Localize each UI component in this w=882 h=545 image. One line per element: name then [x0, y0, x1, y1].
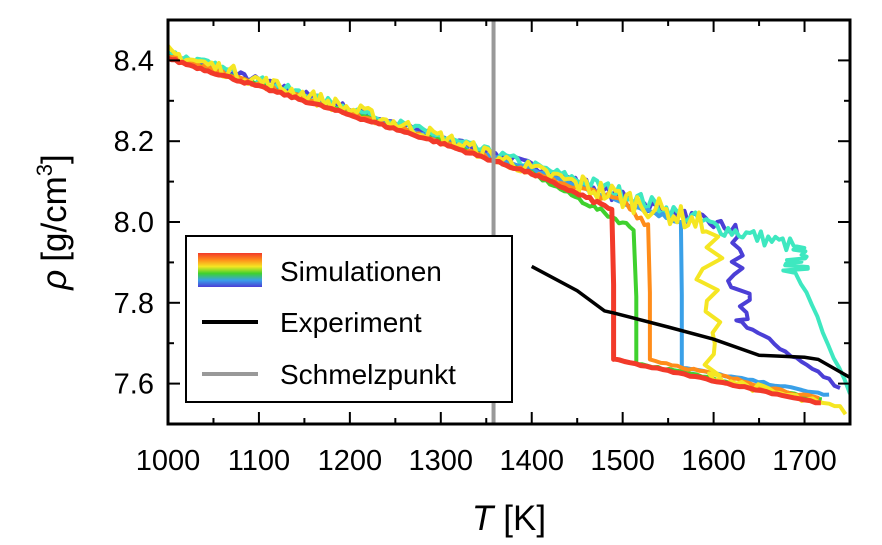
x-tick-label: 1600 — [681, 445, 746, 477]
y-tick-label: 7.6 — [114, 369, 154, 401]
legend-label-experiment: Experiment — [280, 307, 422, 338]
y-axis-title: ρ [g/cm3] — [32, 154, 74, 291]
x-axis-symbol: T — [472, 499, 496, 538]
series-layer — [168, 20, 850, 424]
x-axis-unit: [K] — [503, 499, 546, 538]
y-tick-label: 7.8 — [114, 288, 154, 320]
y-tick-label: 8.2 — [114, 126, 154, 158]
y-axis-symbol: ρ — [35, 270, 74, 291]
legend-label-melting-point: Schmelzpunkt — [280, 359, 456, 390]
legend-swatch-simulations — [198, 253, 262, 287]
y-tick-label: 8.0 — [114, 207, 154, 239]
x-tick-label: 1300 — [409, 445, 474, 477]
x-axis-title: T [K] — [472, 499, 546, 538]
y-axis-unit: [g/cm — [35, 176, 74, 262]
y-axis-unit-close: ] — [35, 154, 74, 164]
x-tick-label: 1500 — [590, 445, 655, 477]
x-tick-label: 1400 — [499, 445, 564, 477]
x-tick-label: 1200 — [318, 445, 383, 477]
x-tick-label: 1700 — [772, 445, 837, 477]
x-tick-label: 1100 — [228, 445, 290, 477]
y-tick-label: 8.4 — [114, 45, 154, 77]
experiment-curve — [530, 264, 850, 380]
legend: Simulationen Experiment Schmelzpunkt — [185, 235, 513, 403]
ticks-layer: 1000 1100 1200 1300 1400 1500 1600 1700 7.6 7.8 8.… — [114, 19, 850, 477]
simulation-curve — [168, 44, 848, 416]
legend-label-simulations: Simulationen — [280, 256, 442, 287]
plot-frame — [166, 18, 852, 426]
y-axis-unit-exponent: 3 — [32, 164, 57, 176]
simulation-curve — [168, 55, 821, 406]
x-tick-label: 1000 — [136, 445, 201, 477]
